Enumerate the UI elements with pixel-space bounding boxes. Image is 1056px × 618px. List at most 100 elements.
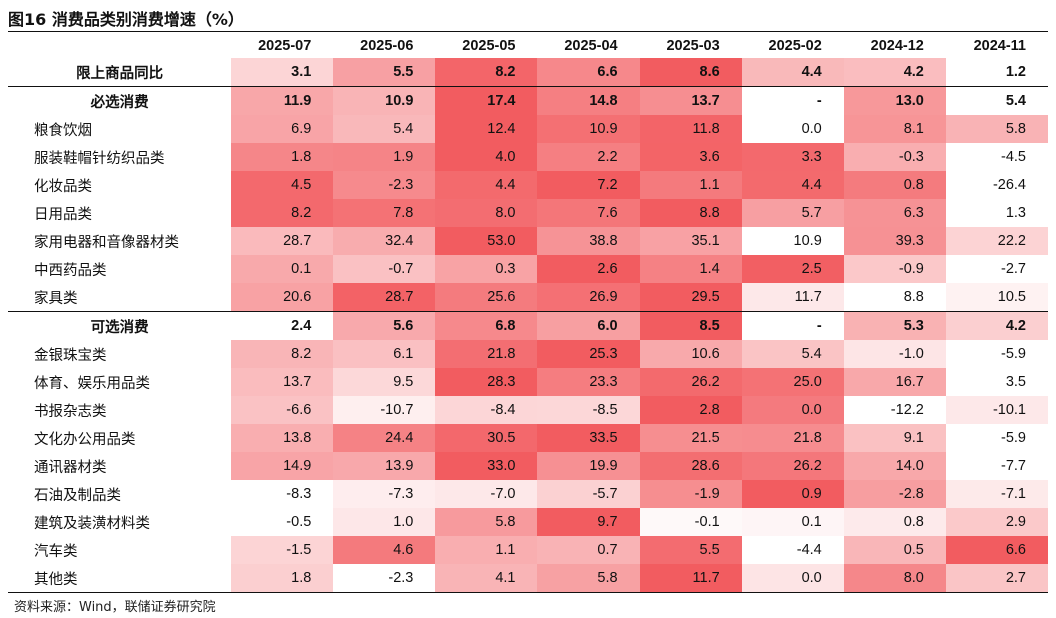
heatmap-cell: 3.6 bbox=[639, 143, 742, 171]
heatmap-cell: 26.2 bbox=[639, 368, 742, 396]
heatmap-cell: 13.8 bbox=[231, 424, 334, 452]
top-rule bbox=[8, 31, 1048, 32]
heatmap-cell: 4.2 bbox=[843, 58, 946, 87]
heatmap-cell: 5.5 bbox=[333, 58, 436, 87]
row-label: 中西药品类 bbox=[34, 262, 107, 279]
heatmap-cell: - bbox=[741, 311, 844, 340]
heatmap-cell: 2.7 bbox=[945, 564, 1048, 592]
table-row: 汽车类 -1.5 4.6 1.1 0.7 5.5 -4.4 0.5 6.6 bbox=[8, 536, 1048, 564]
heatmap-cell: 29.5 bbox=[639, 283, 742, 312]
heatmap-cell: 5.7 bbox=[741, 199, 844, 227]
heatmap-cell: 33.5 bbox=[537, 424, 640, 452]
heatmap-cell: 5.4 bbox=[333, 115, 436, 143]
heatmap-cell: 0.7 bbox=[537, 536, 640, 564]
row-label: 日用品类 bbox=[34, 206, 92, 223]
heatmap-cell: 4.4 bbox=[435, 171, 538, 199]
heatmap-cell: 25.6 bbox=[435, 283, 538, 312]
heatmap-cell: 11.7 bbox=[639, 564, 742, 592]
heatmap-cell: 1.1 bbox=[435, 536, 538, 564]
row-label: 文化办公用品类 bbox=[34, 431, 136, 448]
heatmap-cell: -0.9 bbox=[843, 255, 946, 283]
table-row: 化妆品类 4.5 -2.3 4.4 7.2 1.1 4.4 0.8 -26.4 bbox=[8, 171, 1048, 199]
heatmap-cell: -10.1 bbox=[945, 396, 1048, 424]
heatmap-cell: -2.3 bbox=[333, 171, 436, 199]
heatmap-cell: 13.9 bbox=[333, 452, 436, 480]
heatmap-cell: 4.2 bbox=[945, 311, 1048, 340]
heatmap-cell: 4.6 bbox=[333, 536, 436, 564]
heatmap-cell: 10.5 bbox=[945, 283, 1048, 312]
heatmap-cell: 53.0 bbox=[435, 227, 538, 255]
table-row: 家用电器和音像器材类 28.7 32.4 53.0 38.8 35.1 10.9 39.3 22… bbox=[8, 227, 1048, 255]
row-label: 服装鞋帽针纺织品类 bbox=[34, 150, 165, 167]
heatmap-cell: 11.8 bbox=[639, 115, 742, 143]
heatmap-cell: 14.9 bbox=[231, 452, 334, 480]
row-label: 建筑及装潢材料类 bbox=[34, 515, 150, 532]
heatmap-cell: 10.6 bbox=[639, 340, 742, 368]
row-label: 通讯器材类 bbox=[34, 459, 107, 476]
heatmap-cell: -1.9 bbox=[639, 480, 742, 508]
heatmap-cell: 5.8 bbox=[945, 115, 1048, 143]
heatmap-cell: 8.2 bbox=[231, 340, 334, 368]
heatmap-cell: 0.0 bbox=[741, 564, 844, 592]
heatmap-cell: 7.8 bbox=[333, 199, 436, 227]
heatmap-cell: -0.7 bbox=[333, 255, 436, 283]
heatmap-cell: -4.4 bbox=[741, 536, 844, 564]
heatmap-cell: 7.6 bbox=[537, 199, 640, 227]
row-label: 可选消费 bbox=[8, 311, 232, 340]
heatmap-cell: 24.4 bbox=[333, 424, 436, 452]
heatmap-cell: 25.3 bbox=[537, 340, 640, 368]
heatmap-cell: 7.2 bbox=[537, 171, 640, 199]
heatmap-cell: 6.1 bbox=[333, 340, 436, 368]
heatmap-cell: 3.1 bbox=[231, 58, 334, 87]
row-label: 必选消费 bbox=[8, 86, 232, 115]
heatmap-cell: 4.4 bbox=[741, 58, 844, 87]
heatmap-cell: 38.8 bbox=[537, 227, 640, 255]
heatmap-cell: -5.9 bbox=[945, 424, 1048, 452]
heatmap-cell: 0.1 bbox=[741, 508, 844, 536]
row-label: 石油及制品类 bbox=[34, 487, 121, 504]
column-header: 2024-11 bbox=[973, 38, 1026, 54]
heatmap-cell: 28.3 bbox=[435, 368, 538, 396]
source-note: 资料来源：Wind，联储证券研究院 bbox=[14, 600, 216, 615]
heatmap-cell: 11.7 bbox=[741, 283, 844, 312]
heatmap-cell: -8.4 bbox=[435, 396, 538, 424]
heatmap-cell: 3.3 bbox=[741, 143, 844, 171]
heatmap-cell: 0.1 bbox=[231, 255, 334, 283]
heatmap-cell: 1.1 bbox=[639, 171, 742, 199]
heatmap-cell: -0.5 bbox=[231, 508, 334, 536]
heatmap-cell: 8.1 bbox=[843, 115, 946, 143]
heatmap-cell: 5.4 bbox=[741, 340, 844, 368]
heatmap-cell: 6.6 bbox=[537, 58, 640, 87]
column-header: 2025-05 bbox=[462, 38, 516, 54]
heatmap-cell: 8.8 bbox=[843, 283, 946, 312]
table-row: 中西药品类 0.1 -0.7 0.3 2.6 1.4 2.5 -0.9 -2.7 bbox=[8, 255, 1048, 283]
heatmap-cell: 21.5 bbox=[639, 424, 742, 452]
table-row: 金银珠宝类 8.2 6.1 21.8 25.3 10.6 5.4 -1.0 -5.9 bbox=[8, 340, 1048, 368]
heatmap-cell: 14.0 bbox=[843, 452, 946, 480]
heatmap-cell: 21.8 bbox=[435, 340, 538, 368]
table-row: 文化办公用品类 13.8 24.4 30.5 33.5 21.5 21.8 9.1 -5.9 bbox=[8, 424, 1048, 452]
heatmap-cell: 0.8 bbox=[843, 171, 946, 199]
heatmap-cell: 6.3 bbox=[843, 199, 946, 227]
heatmap-cell: 12.4 bbox=[435, 115, 538, 143]
heatmap-cell: 28.7 bbox=[333, 283, 436, 312]
row-label: 家具类 bbox=[34, 290, 78, 307]
heatmap-cell: 6.9 bbox=[231, 115, 334, 143]
heatmap-cell: - bbox=[741, 86, 844, 115]
heatmap-cell: 2.5 bbox=[741, 255, 844, 283]
column-header: 2024-12 bbox=[870, 38, 924, 54]
heatmap-cell: 33.0 bbox=[435, 452, 538, 480]
heatmap-cell: -8.3 bbox=[231, 480, 334, 508]
row-label: 金银珠宝类 bbox=[34, 347, 107, 364]
heatmap-cell: 25.0 bbox=[741, 368, 844, 396]
row-label: 限上商品同比 bbox=[76, 65, 164, 82]
heatmap-cell: 13.7 bbox=[639, 86, 742, 115]
heatmap-cell: 19.9 bbox=[537, 452, 640, 480]
heatmap-cell: 9.7 bbox=[537, 508, 640, 536]
column-header: 2025-07 bbox=[258, 38, 312, 54]
column-header: 2025-04 bbox=[564, 38, 618, 54]
heatmap-cell: -2.7 bbox=[945, 255, 1048, 283]
heatmap-cell: 8.2 bbox=[231, 199, 334, 227]
heatmap-cell: 6.6 bbox=[945, 536, 1048, 564]
heatmap-cell: -8.5 bbox=[537, 396, 640, 424]
